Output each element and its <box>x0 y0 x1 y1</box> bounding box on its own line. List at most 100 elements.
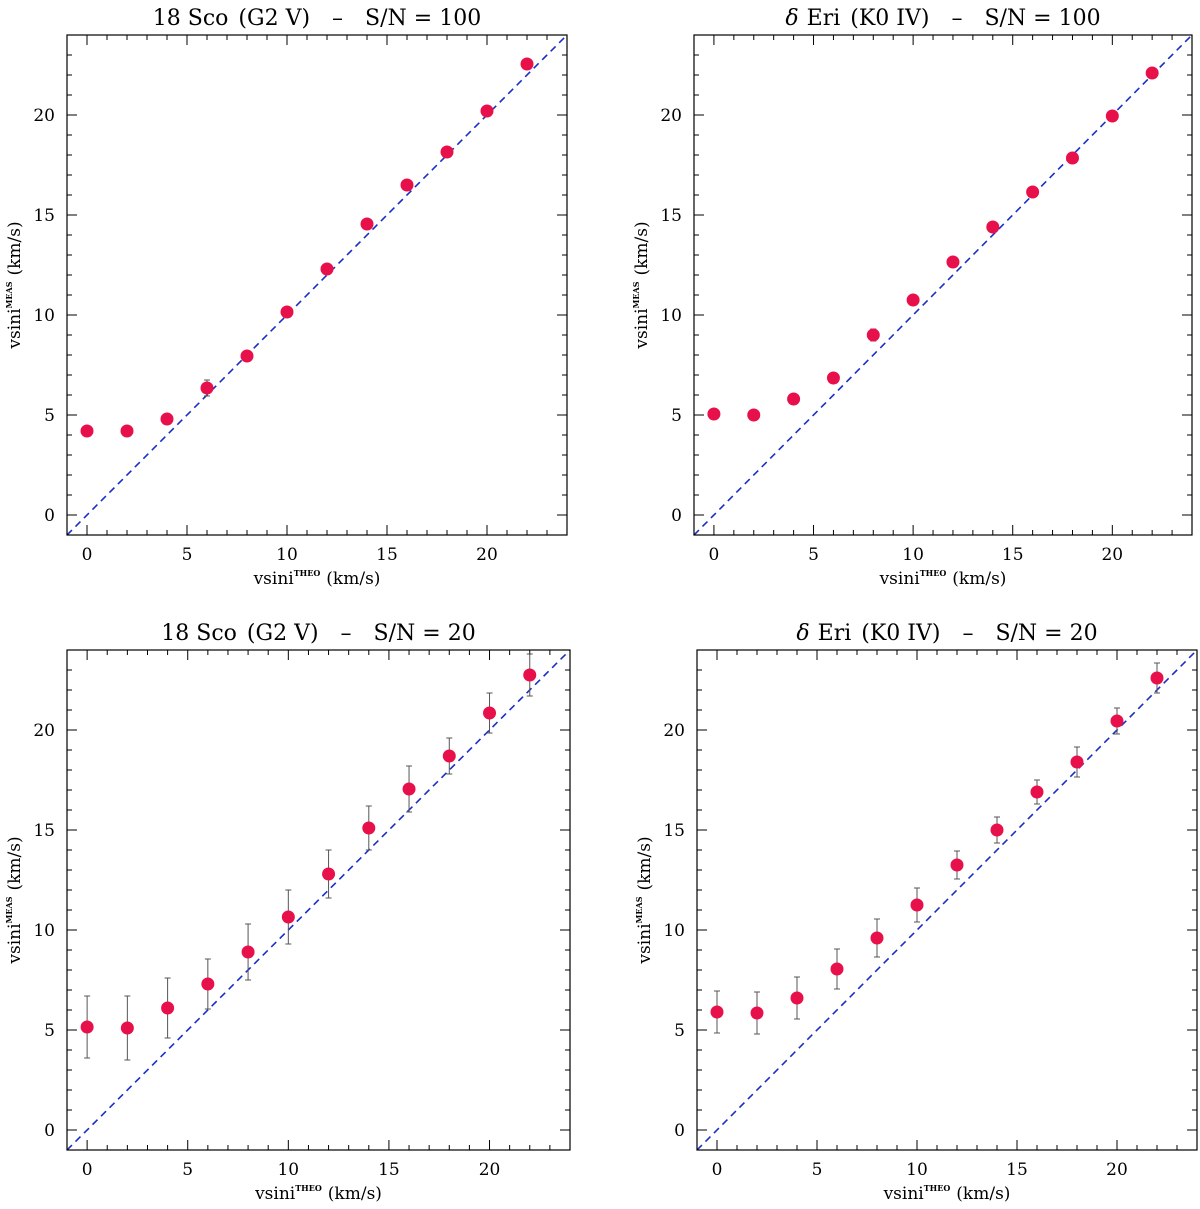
title-separator: – <box>951 6 962 31</box>
x-tick-label: 10 <box>906 1160 928 1180</box>
x-axis-label-unit: (km/s) <box>956 1184 1010 1204</box>
y-tick-label: 5 <box>44 1021 55 1041</box>
chart-panel-2: 0 5 10 15 20 0 5 10 15 20 δ Eri (K0 IV) – S/N = 100 vsi… <box>631 6 1193 589</box>
x-axis-label-superscript: THEO <box>920 568 947 578</box>
title-snr: S/N = 100 <box>365 6 481 31</box>
y-axis-label-superscript: MEAS <box>634 896 644 923</box>
data-point <box>161 1001 175 1015</box>
data-point <box>520 57 534 71</box>
data-point <box>322 867 336 881</box>
one-to-one-line <box>67 650 570 1150</box>
data-point <box>950 858 964 872</box>
title-star-name: 18 Sco <box>153 6 229 31</box>
title-star-name: 18 Sco <box>161 621 237 646</box>
data-point <box>200 381 214 395</box>
data-point <box>1150 671 1164 685</box>
data-point <box>523 668 537 682</box>
title-separator: – <box>962 621 973 646</box>
error-bars <box>714 662 1160 1035</box>
data-point <box>1070 755 1084 769</box>
title-spectral-type: (G2 V) <box>238 6 310 31</box>
data-point <box>281 910 295 924</box>
error-bars <box>84 60 530 434</box>
data-point <box>1026 185 1040 199</box>
x-axis-label: vsiniTHEO (km/s) <box>254 1183 382 1204</box>
one-to-one-line <box>694 35 1192 535</box>
x-axis-label-superscript: THEO <box>295 1183 322 1193</box>
y-tick-label: 20 <box>33 721 55 741</box>
data-point <box>870 931 884 945</box>
y-tick-label: 20 <box>663 721 685 741</box>
chart-title: δ Eri (K0 IV) – S/N = 20 <box>796 621 1097 646</box>
x-tick-label: 15 <box>1006 1160 1028 1180</box>
data-point <box>201 977 215 991</box>
y-axis-label-main: vsini <box>635 923 655 965</box>
data-point <box>790 991 804 1005</box>
y-tick-label: 0 <box>674 1121 685 1141</box>
x-axis-label-unit: (km/s) <box>952 569 1006 589</box>
y-tick-label: 15 <box>33 206 55 226</box>
data-point <box>480 104 494 118</box>
x-tick-label: 0 <box>82 545 93 565</box>
y-tick-label: 5 <box>674 1021 685 1041</box>
plot-frame <box>693 34 1193 536</box>
title-separator: – <box>341 621 352 646</box>
x-tick-label: 20 <box>476 545 498 565</box>
y-tick-label: 10 <box>33 921 55 941</box>
data-point <box>241 945 255 959</box>
y-tick-label: 10 <box>33 306 55 326</box>
x-tick-label: 10 <box>277 1160 299 1180</box>
y-tick-label: 0 <box>44 1121 55 1141</box>
data-point <box>442 749 456 763</box>
ticks <box>693 34 1193 536</box>
data-points <box>80 668 537 1035</box>
title-separator: – <box>332 6 343 31</box>
data-point <box>1030 785 1044 799</box>
y-tick-label: 15 <box>33 821 55 841</box>
data-point <box>362 821 376 835</box>
data-point <box>910 898 924 912</box>
x-tick-label: 20 <box>1106 1160 1128 1180</box>
x-axis-label-main: vsini <box>253 569 295 589</box>
x-tick-label: 15 <box>1002 545 1024 565</box>
x-tick-label: 5 <box>182 545 193 565</box>
y-axis-label-unit: (km/s) <box>635 836 655 890</box>
x-axis-label: vsiniTHEO (km/s) <box>253 568 381 589</box>
title-greek-letter: δ <box>785 6 798 31</box>
y-axis-label-unit: (km/s) <box>5 836 25 890</box>
chart-title: δ Eri (K0 IV) – S/N = 100 <box>785 6 1100 31</box>
chart-panel-3: 0 5 10 15 20 0 5 10 15 20 18 Sco (G2 V) – S/N = 20 vsi… <box>4 621 571 1204</box>
x-tick-label: 20 <box>479 1160 501 1180</box>
data-point <box>747 408 761 422</box>
y-axis-label-superscript: MEAS <box>4 281 14 308</box>
ticks <box>696 649 1198 1151</box>
data-point <box>160 412 174 426</box>
data-point <box>710 1005 724 1019</box>
y-axis-label-superscript: MEAS <box>4 896 14 923</box>
y-tick-label: 0 <box>44 506 55 526</box>
x-axis-label: vsiniTHEO (km/s) <box>883 1183 1011 1204</box>
chart-title: 18 Sco (G2 V) – S/N = 100 <box>153 6 481 31</box>
y-axis-label: vsiniMEAS (km/s) <box>634 836 655 964</box>
one-to-one-line <box>67 35 567 535</box>
y-axis-label-unit: (km/s) <box>5 221 25 275</box>
y-tick-label: 15 <box>663 821 685 841</box>
y-tick-label: 5 <box>44 406 55 426</box>
x-tick-label: 0 <box>712 1160 723 1180</box>
x-tick-label: 15 <box>376 545 398 565</box>
data-points <box>707 66 1159 422</box>
x-axis-label: vsiniTHEO (km/s) <box>879 568 1007 589</box>
data-point <box>787 392 801 406</box>
x-axis-label-superscript: THEO <box>924 1183 951 1193</box>
data-point <box>483 706 497 720</box>
data-point <box>280 305 294 319</box>
data-point <box>80 1020 94 1034</box>
data-point <box>320 262 334 276</box>
data-points <box>80 57 534 438</box>
y-tick-label: 20 <box>660 106 682 126</box>
title-snr: S/N = 20 <box>374 621 476 646</box>
error-bars <box>710 69 1156 418</box>
y-axis-label: vsiniMEAS (km/s) <box>631 221 652 349</box>
data-point <box>120 424 134 438</box>
x-tick-label: 10 <box>276 545 298 565</box>
